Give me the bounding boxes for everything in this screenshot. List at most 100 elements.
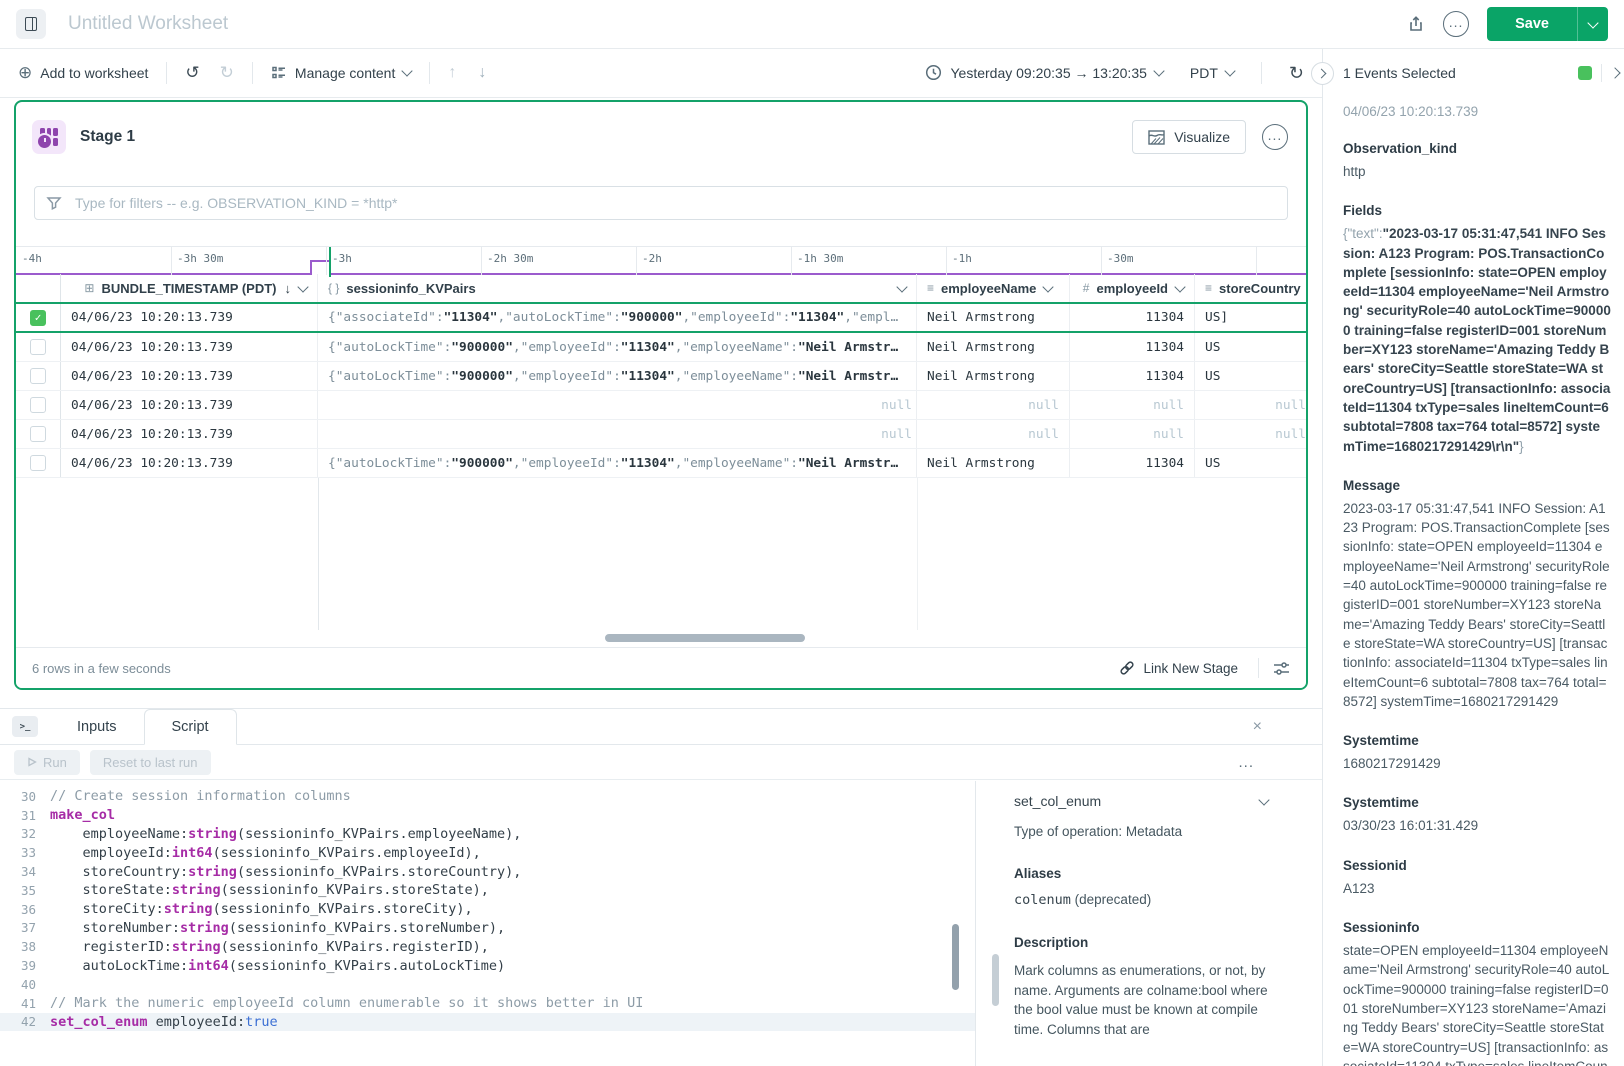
code-line[interactable]: 40 (0, 975, 975, 994)
checkbox-unchecked[interactable] (30, 397, 46, 413)
topbar-more-button[interactable]: ... (1443, 11, 1470, 37)
code-line[interactable]: 41// Mark the numeric employeeId column … (0, 994, 975, 1013)
chevron-down-icon[interactable] (1042, 280, 1055, 293)
collapse-panel-button[interactable] (1311, 62, 1334, 85)
add-to-worksheet-button[interactable]: ⊕ Add to worksheet (14, 64, 152, 81)
timeline-cursor[interactable] (329, 247, 331, 277)
timeline-tick-label: -2h 30m (487, 252, 534, 265)
table-row[interactable]: 04/06/23 10:20:13.739 {"autoLockTime": "90… (16, 449, 1306, 478)
timeline-histogram-spike (310, 260, 331, 275)
run-label: Run (43, 754, 67, 770)
clock-icon (925, 64, 942, 81)
save-button[interactable]: Save (1487, 7, 1608, 41)
table-row[interactable]: 04/06/23 10:20:13.739 {"autoLockTime": "90… (16, 362, 1306, 391)
close-panel-button[interactable]: × (1247, 718, 1268, 736)
redo-button[interactable]: ↻ (216, 64, 238, 81)
column-header-employeeId[interactable]: # employeeId (1070, 274, 1195, 302)
chevron-down-icon[interactable] (1174, 280, 1186, 293)
toolbar-divider (1260, 61, 1262, 84)
script-editor[interactable]: 30// Create session information columns 3… (0, 781, 1322, 1066)
code-line[interactable]: 36 storeCity: string (sessioninfo_KVPairs.… (0, 900, 975, 919)
checkbox-unchecked[interactable] (30, 426, 46, 442)
code-line[interactable]: 32 employeeName: string (sessioninfo_KVPai… (0, 825, 975, 844)
checkbox-unchecked[interactable] (30, 455, 46, 471)
column-header-label: BUNDLE_TIMESTAMP (PDT) (101, 280, 277, 296)
timezone-picker[interactable]: PDT (1186, 65, 1238, 81)
checkbox-unchecked[interactable] (30, 339, 46, 355)
manage-content-button[interactable]: Manage content (267, 65, 415, 81)
store-country-cell: null (1195, 420, 1306, 448)
null-value: null (1028, 397, 1059, 413)
table-row[interactable]: ✓ 04/06/23 10:20:13.739 {"associateId": "11… (16, 304, 1306, 333)
time-range-label: Yesterday 09:20:35 → 13:20:35 (950, 64, 1147, 81)
stage-panel: Stage 1 Visualize ... (14, 100, 1308, 690)
code-line[interactable]: 33 employeeId: int64 (sessioninfo_KVPairs.… (0, 843, 975, 862)
code-line[interactable]: 39 autoLockTime: int64 (sessioninfo_KVPair… (0, 956, 975, 975)
code-line[interactable]: 34 storeCountry: string (sessioninfo_KVPai… (0, 862, 975, 881)
code-line[interactable]: 30// Create session information columns (0, 787, 975, 806)
chevron-right-icon (1316, 68, 1327, 79)
timeline-histogram-baseline (16, 273, 1306, 275)
event-timeline[interactable]: -4h -3h 30m -3h -2h 30m -2h -1h 30m -1h -30m (16, 234, 1306, 277)
field-value: 03/30/23 16:01:31.429 (1343, 818, 1479, 834)
chevron-down-icon[interactable] (896, 280, 908, 293)
employee-name-cell: null (917, 420, 1070, 448)
chevron-right-icon[interactable] (1609, 67, 1621, 79)
link-new-stage-button[interactable]: Link New Stage (1113, 659, 1244, 677)
frozen-column-divider (318, 478, 319, 630)
chevron-down-icon[interactable] (1258, 793, 1270, 806)
code-line[interactable]: 35 storeState: string (sessioninfo_KVPairs… (0, 881, 975, 900)
table-row[interactable]: 04/06/23 10:20:13.739 null null null null (16, 420, 1306, 449)
visualize-button[interactable]: Visualize (1132, 120, 1246, 154)
employee-id-cell: null (1070, 391, 1195, 419)
chevron-down-icon[interactable] (297, 280, 309, 293)
code-line[interactable]: 42 set_col_enum employeeId: true (0, 1012, 975, 1032)
chevron-down-icon (401, 65, 413, 77)
plus-circle-icon: ⊕ (18, 63, 33, 82)
share-button[interactable] (1407, 15, 1425, 33)
tab-inputs[interactable]: Inputs (50, 709, 144, 745)
time-range-picker[interactable]: Yesterday 09:20:35 → 13:20:35 (921, 64, 1166, 81)
help-scrollbar[interactable] (992, 954, 999, 1006)
employee-id-cell: 11304 (1070, 333, 1195, 361)
tab-script[interactable]: Script (143, 709, 237, 745)
worksheet-toolbar: ⊕ Add to worksheet ↺ ↻ Manage content ↑ (0, 48, 1322, 98)
column-header-sessioninfo_KVPairs[interactable]: { } sessioninfo_KVPairs (318, 274, 917, 302)
code-line[interactable]: 37 storeNumber: string (sessioninfo_KVPair… (0, 919, 975, 938)
table-body: ✓ 04/06/23 10:20:13.739 {"associateId": "11… (16, 304, 1306, 478)
filter-input[interactable] (34, 186, 1288, 220)
column-header-employeeName[interactable]: ≡ employeeName (917, 274, 1070, 302)
move-down-button[interactable]: ↓ (474, 64, 490, 81)
code-line[interactable]: 31 make_col (0, 806, 975, 825)
table-settings-button[interactable] (1273, 661, 1290, 676)
stage-more-button[interactable]: ... (1262, 124, 1288, 150)
kvpairs-cell: {"autoLockTime": "900000" ,"employeeId": "1… (318, 362, 917, 390)
horizontal-scrollbar[interactable] (605, 634, 805, 642)
script-more-button[interactable]: ... (1232, 753, 1260, 772)
help-description-heading: Description (1014, 935, 1089, 950)
timestamp-cell: 04/06/23 10:20:13.739 (61, 449, 318, 477)
field-label: Sessionid (1343, 857, 1407, 873)
line-number: 31 (20, 807, 36, 823)
move-up-button[interactable]: ↑ (444, 64, 460, 81)
checkbox-checked[interactable]: ✓ (30, 309, 46, 326)
field-label: Sessioninfo (1343, 920, 1420, 936)
code-line[interactable]: 38 registerID: string (sessioninfo_KVPairs… (0, 937, 975, 956)
table-row[interactable]: 04/06/23 10:20:13.739 null null null null (16, 391, 1306, 420)
column-header-storeCountry[interactable]: ≡ storeCountry (1195, 274, 1306, 302)
worksheet-title-input[interactable] (66, 12, 550, 36)
store-country-cell: US] (1205, 310, 1229, 325)
stage-footer: 6 rows in a few seconds Link New Stage (16, 647, 1306, 688)
column-header-BUNDLE_TIMESTAMP (PDT)[interactable]: ⊞ BUNDLE_TIMESTAMP (PDT) ↓ (61, 274, 318, 302)
save-dropdown-button[interactable] (1577, 7, 1608, 41)
refresh-button[interactable]: ↻ (1285, 64, 1308, 82)
reset-to-last-run-button[interactable]: Reset to last run (89, 749, 211, 775)
undo-button[interactable]: ↺ (181, 64, 203, 81)
editor-scrollbar[interactable] (952, 924, 959, 990)
timestamp-cell: 04/06/23 10:20:13.739 (61, 304, 318, 331)
checkbox-unchecked[interactable] (30, 368, 46, 384)
timeline-gridline (946, 247, 947, 275)
line-number: 39 (20, 958, 36, 974)
run-button[interactable]: Run (14, 749, 80, 775)
table-row[interactable]: 04/06/23 10:20:13.739 {"autoLockTime": "90… (16, 333, 1306, 362)
